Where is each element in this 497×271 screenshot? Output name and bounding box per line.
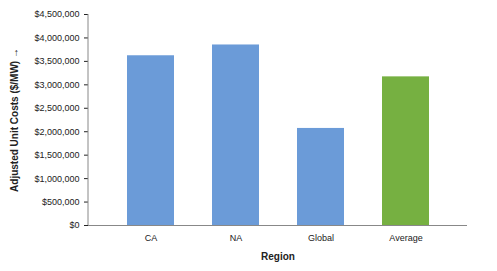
svg-text:CA: CA [145,233,158,243]
svg-text:$2,000,000: $2,000,000 [34,127,79,137]
svg-text:$1,000,000: $1,000,000 [34,173,79,183]
svg-text:$1,500,000: $1,500,000 [34,150,79,160]
svg-text:$500,000: $500,000 [42,197,80,207]
svg-text:$4,000,000: $4,000,000 [34,33,79,43]
svg-text:$3,000,000: $3,000,000 [34,80,79,90]
svg-text:Adjusted Unit Costs ($/MW) →: Adjusted Unit Costs ($/MW) → [9,48,20,192]
svg-text:$4,500,000: $4,500,000 [34,9,79,19]
svg-text:$0: $0 [69,220,79,230]
svg-text:$2,500,000: $2,500,000 [34,103,79,113]
svg-text:Global: Global [308,233,334,243]
svg-text:$3,500,000: $3,500,000 [34,56,79,66]
svg-text:Average: Average [389,233,422,243]
svg-text:Region: Region [261,251,295,262]
svg-text:NA: NA [230,233,243,243]
